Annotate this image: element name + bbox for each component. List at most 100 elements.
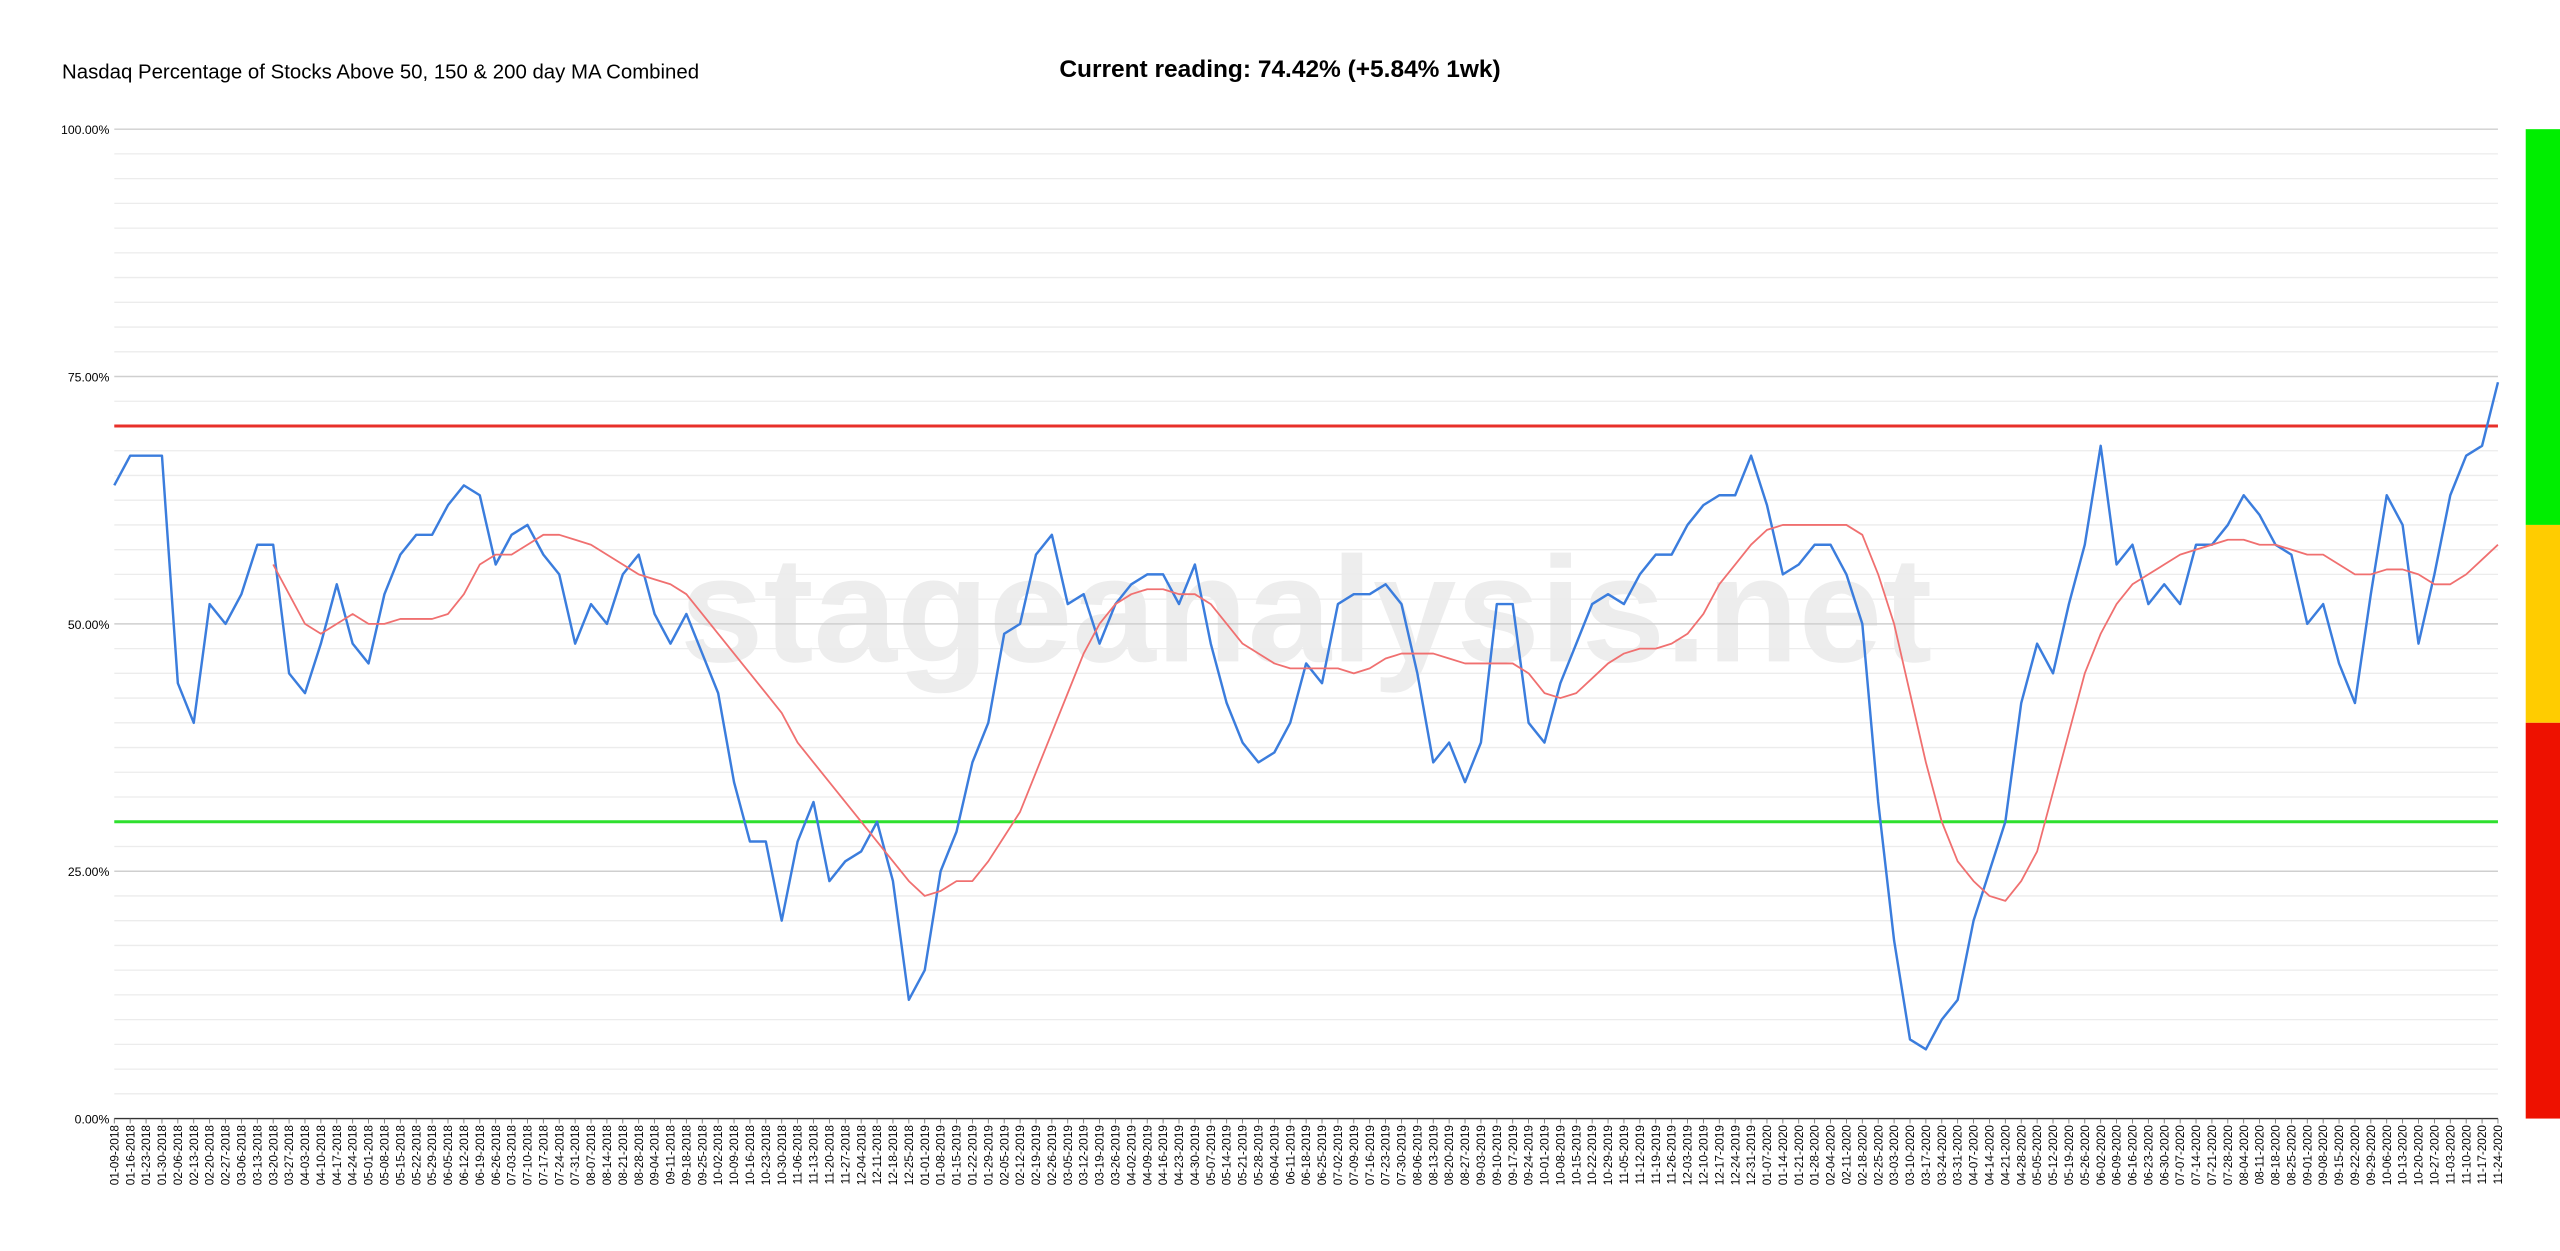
x-tick-label: 01-09-2018	[108, 1125, 121, 1186]
x-tick-label: 06-05-2018	[442, 1125, 455, 1186]
x-tick-label: 11-27-2018	[839, 1125, 852, 1185]
x-tick-label: 08-27-2019	[1459, 1125, 1472, 1185]
x-tick-label: 03-31-2020	[1952, 1125, 1965, 1186]
x-tick-label: 08-04-2020	[2238, 1125, 2251, 1186]
x-tick-label: 01-28-2020	[1809, 1125, 1822, 1186]
x-tick-label: 03-27-2018	[283, 1125, 296, 1186]
x-tick-label: 12-04-2018	[855, 1125, 868, 1186]
x-tick-label: 07-28-2020	[2222, 1125, 2235, 1186]
x-tick-label: 02-13-2018	[188, 1125, 201, 1186]
x-tick-label: 04-21-2020	[1999, 1125, 2012, 1186]
x-tick-label: 05-08-2018	[379, 1125, 392, 1186]
x-tick-label: 06-11-2019	[1284, 1125, 1297, 1184]
x-tick-label: 08-25-2020	[2285, 1125, 2298, 1186]
x-tick-label: 09-25-2018	[696, 1125, 709, 1186]
x-tick-label: 07-02-2019	[1332, 1125, 1345, 1185]
x-tick-label: 01-29-2019	[982, 1125, 995, 1185]
x-tick-label: 04-16-2019	[1157, 1125, 1170, 1185]
x-tick-label: 10-09-2018	[728, 1125, 741, 1186]
x-tick-label: 09-17-2019	[1507, 1125, 1520, 1185]
x-tick-label: 05-26-2020	[2079, 1125, 2092, 1186]
x-tick-label: 05-01-2018	[363, 1125, 376, 1186]
x-tick-label: 05-28-2019	[1253, 1125, 1266, 1185]
x-tick-label: 11-06-2018	[792, 1125, 805, 1185]
x-tick-label: 05-15-2018	[394, 1125, 407, 1186]
x-tick-label: 12-11-2018	[871, 1125, 884, 1185]
x-tick-label: 07-10-2018	[522, 1125, 535, 1186]
x-tick-label: 10-16-2018	[744, 1125, 757, 1186]
x-tick-label: 10-08-2019	[1554, 1125, 1567, 1185]
x-tick-label: 10-27-2020	[2428, 1125, 2441, 1186]
x-tick-label: 08-14-2018	[601, 1125, 614, 1186]
x-tick-label: 09-03-2019	[1475, 1125, 1488, 1185]
x-tick-label: 06-12-2018	[458, 1125, 471, 1186]
x-tick-label: 09-22-2020	[2349, 1125, 2362, 1186]
y-tick-label: 50.00%	[68, 618, 110, 632]
x-tick-label: 04-30-2019	[1189, 1125, 1202, 1185]
x-tick-label: 04-09-2019	[1141, 1125, 1154, 1185]
x-tick-label: 10-01-2019	[1539, 1125, 1552, 1185]
x-tick-label: 03-20-2018	[267, 1125, 280, 1186]
x-tick-label: 11-17-2020	[2476, 1125, 2489, 1185]
x-tick-label: 07-24-2018	[553, 1125, 566, 1186]
x-tick-label: 11-10-2020	[2460, 1125, 2473, 1185]
x-tick-label: 02-27-2018	[220, 1125, 233, 1186]
x-tick-label: 01-07-2020	[1761, 1125, 1774, 1186]
x-tick-label: 09-11-2018	[665, 1125, 678, 1185]
x-tick-label: 10-02-2018	[712, 1125, 725, 1186]
x-tick-label: 10-23-2018	[760, 1125, 773, 1186]
x-tick-label: 01-08-2019	[935, 1125, 948, 1185]
x-tick-label: 03-24-2020	[1936, 1125, 1949, 1186]
x-tick-label: 08-06-2019	[1411, 1125, 1424, 1185]
x-tick-label: 04-02-2019	[1125, 1125, 1138, 1185]
x-tick-label: 11-03-2020	[2444, 1125, 2457, 1185]
y-tick-label: 75.00%	[68, 370, 110, 384]
x-tick-label: 12-10-2019	[1697, 1125, 1710, 1185]
x-tick-label: 04-24-2018	[347, 1125, 360, 1186]
x-tick-label: 05-19-2020	[2063, 1125, 2076, 1186]
x-tick-label: 07-07-2020	[2174, 1125, 2187, 1186]
x-tick-label: 07-30-2019	[1396, 1125, 1409, 1185]
x-tick-label: 04-17-2018	[331, 1125, 344, 1186]
y-tick-label: 0.00%	[75, 1112, 110, 1126]
x-tick-label: 01-01-2019	[919, 1125, 932, 1185]
x-tick-label: 06-16-2020	[2127, 1125, 2140, 1186]
x-tick-label: 09-29-2020	[2365, 1125, 2378, 1186]
x-tick-label: 02-25-2020	[1872, 1125, 1885, 1186]
x-tick-label: 06-25-2019	[1316, 1125, 1329, 1185]
x-tick-label: 08-18-2020	[2270, 1125, 2283, 1186]
x-tick-label: 03-13-2018	[251, 1125, 264, 1186]
x-tick-label: 06-04-2019	[1268, 1125, 1281, 1185]
series-line	[272, 524, 2499, 902]
x-tick-label: 12-17-2019	[1713, 1125, 1726, 1185]
x-tick-label: 07-09-2019	[1348, 1125, 1361, 1185]
x-tick-label: 05-29-2018	[426, 1125, 439, 1186]
x-tick-label: 04-10-2018	[315, 1125, 328, 1186]
x-tick-label: 08-21-2018	[617, 1125, 630, 1186]
x-tick-label: 02-18-2020	[1856, 1125, 1869, 1186]
x-tick-label: 06-19-2018	[474, 1125, 487, 1186]
chart-subtitle: Current reading: 74.42% (+5.84% 1wk)	[1059, 56, 1500, 83]
x-tick-label: 04-03-2018	[299, 1125, 312, 1186]
x-tick-label: 03-19-2019	[1094, 1125, 1107, 1185]
x-tick-label: 05-05-2020	[2031, 1125, 2044, 1186]
x-tick-label: 11-05-2019	[1618, 1125, 1631, 1184]
series-line	[113, 381, 2500, 1051]
x-tick-label: 05-21-2019	[1237, 1125, 1250, 1185]
x-tick-label: 03-03-2020	[1888, 1125, 1901, 1186]
zone	[2525, 722, 2560, 1119]
x-tick-label: 11-13-2018	[808, 1125, 821, 1185]
x-tick-label: 02-19-2019	[1030, 1125, 1043, 1185]
x-tick-label: 08-07-2018	[585, 1125, 598, 1186]
x-tick-label: 05-07-2019	[1205, 1125, 1218, 1185]
x-tick-label: 02-06-2018	[172, 1125, 185, 1186]
x-tick-label: 01-16-2018	[124, 1125, 137, 1186]
x-tick-label: 10-15-2019	[1570, 1125, 1583, 1185]
x-tick-label: 04-23-2019	[1173, 1125, 1186, 1185]
x-tick-label: 02-11-2020	[1841, 1125, 1854, 1185]
x-tick-label: 06-09-2020	[2111, 1125, 2124, 1186]
x-tick-label: 10-30-2018	[776, 1125, 789, 1186]
x-tick-label: 02-12-2019	[1014, 1125, 1027, 1185]
